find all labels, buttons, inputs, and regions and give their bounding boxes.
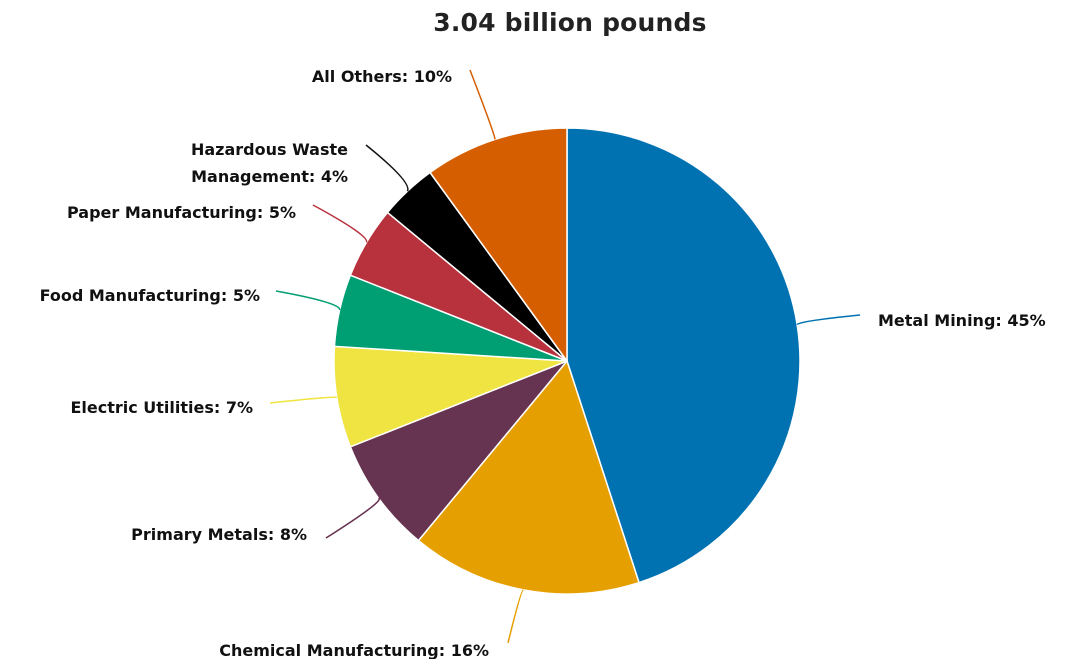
leader-line-food-manufacturing — [275, 290, 341, 311]
leader-line-paper-manufacturing — [312, 204, 368, 243]
pie-slice-electric-utilities — [333, 345, 568, 448]
chart-title: 3.04 billion pounds — [433, 8, 707, 37]
pie-slices — [333, 127, 801, 595]
slice-label-electric-utilities: Electric Utilities: 7% — [70, 398, 253, 417]
leader-line-primary-metals — [325, 497, 381, 539]
pie-slice-primary-metals — [349, 360, 568, 542]
leader-line-metal-mining — [796, 314, 861, 326]
slice-label-metal-mining: Metal Mining: 45% — [878, 311, 1046, 330]
slice-label-food-manufacturing: Food Manufacturing: 5% — [40, 286, 260, 305]
pie-labels: Metal Mining: 45% Chemical Manufacturing:… — [40, 67, 1046, 660]
slice-label-all-others: All Others: 10% — [312, 67, 452, 86]
leader-line-electric-utilities — [269, 396, 338, 404]
slice-label-hazardous-waste-management: Hazardous Waste Management: 4% — [191, 140, 348, 186]
slice-label-primary-metals: Primary Metals: 8% — [131, 525, 307, 544]
slice-label-chemical-manufacturing: Chemical Manufacturing: 16% — [219, 641, 489, 659]
pie-slice-metal-mining — [566, 127, 801, 584]
slice-label-paper-manufacturing: Paper Manufacturing: 5% — [67, 203, 296, 222]
leader-line-all-others — [469, 69, 496, 140]
leader-line-chemical-manufacturing — [507, 589, 525, 644]
leader-line-hazardous-waste-management — [365, 144, 409, 192]
pie-slice-chemical-manufacturing — [417, 360, 640, 595]
